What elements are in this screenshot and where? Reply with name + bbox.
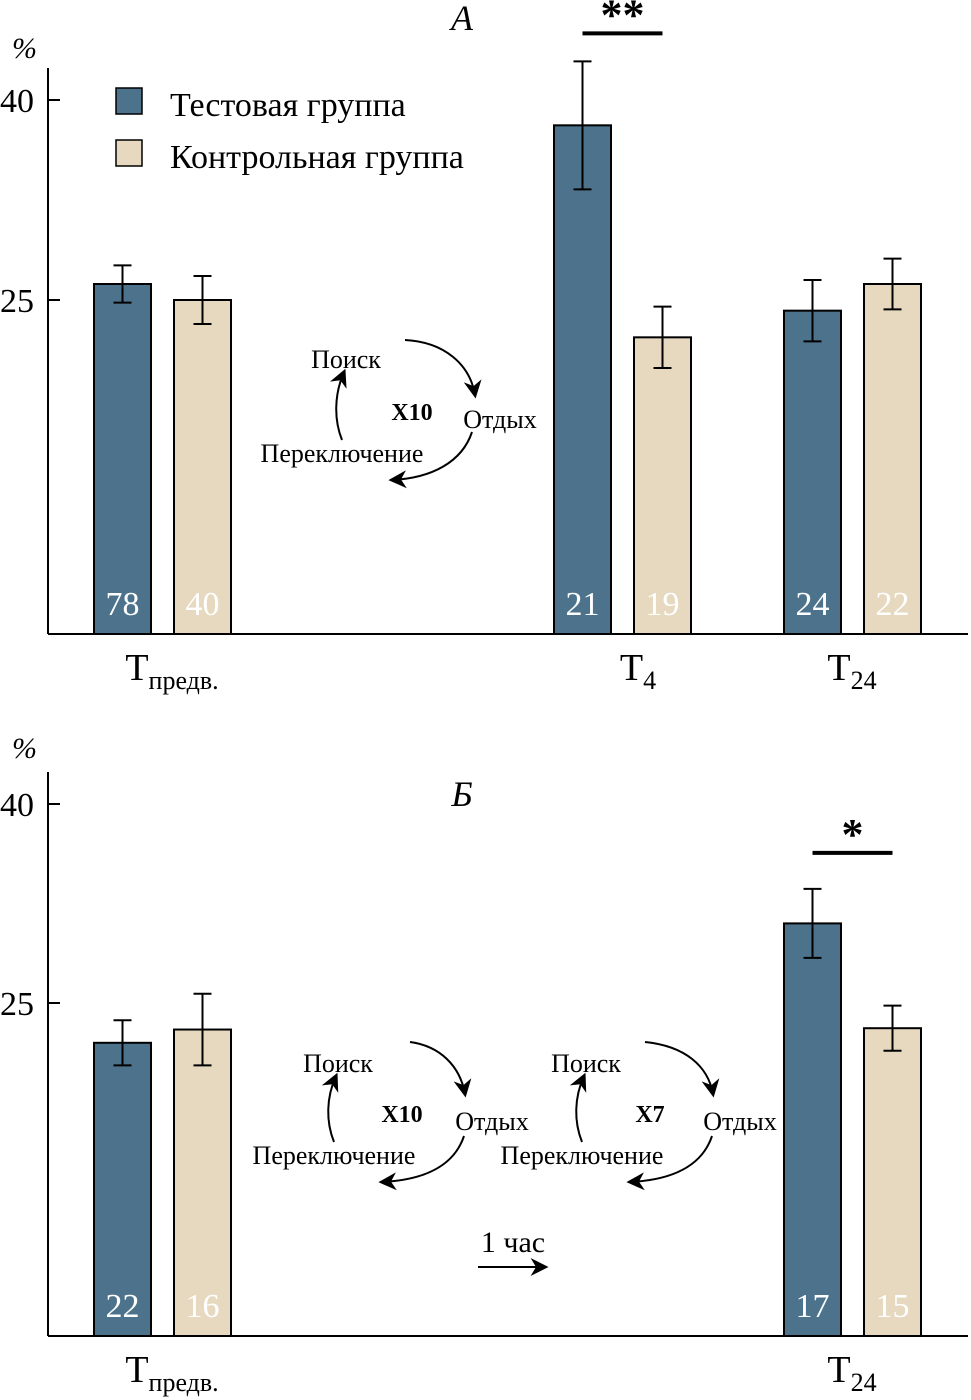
- cycle-switch-label: Переключение: [261, 439, 424, 468]
- bar-control: [863, 283, 922, 635]
- sample-size-label: 15: [876, 1288, 910, 1325]
- panel-b: % Б Поиск Отдых Переключение X10 Поиск О…: [0, 732, 968, 1397]
- x-category-label: Тпредв.: [125, 1349, 218, 1397]
- cycle-arrow-icon: [378, 1135, 465, 1191]
- panel-a: % А Тестовая группа Контрольная группа П…: [0, 0, 968, 695]
- legend: Тестовая группа Контрольная группа: [115, 87, 464, 176]
- cycle-arrow-icon: [388, 431, 473, 489]
- sample-size-label: 19: [646, 586, 680, 623]
- panel-title: Б: [450, 774, 472, 814]
- legend-label-control: Контрольная группа: [170, 139, 464, 176]
- cycle-arrow-icon: [569, 1072, 587, 1143]
- duration-label: 1 час: [481, 1226, 545, 1259]
- cycle-rest-label: Отдых: [703, 1107, 777, 1136]
- cycle-rest-label: Отдых: [455, 1107, 529, 1136]
- legend-swatch-test: [115, 87, 143, 115]
- cycle-arrow-icon: [330, 368, 347, 441]
- sample-size-label: 16: [186, 1288, 220, 1325]
- significance-label: *: [842, 810, 864, 859]
- x-category-label: Т24: [827, 1349, 876, 1397]
- y-tick-label: 40: [0, 787, 34, 824]
- cycle-arrow-icon: [644, 1041, 720, 1098]
- cycle-diagram: Поиск Отдых Переключение X7: [501, 1041, 777, 1191]
- bar-test: [783, 922, 842, 1338]
- bar-test: [93, 283, 152, 635]
- sample-size-label: 40: [186, 586, 220, 623]
- y-tick-label: 25: [0, 986, 34, 1023]
- cycle-multiplier: X10: [391, 400, 432, 426]
- bar-control: [173, 299, 232, 635]
- x-category-label: Т4: [620, 647, 656, 695]
- cycle-multiplier: X10: [381, 1102, 422, 1128]
- sample-size-label: 22: [106, 1288, 140, 1325]
- cycle-diagram: Поиск Отдых Переключение X10: [261, 339, 537, 489]
- cycle-search-label: Поиск: [311, 345, 381, 374]
- cycle-search-label: Поиск: [303, 1049, 373, 1078]
- cycle-arrow-icon: [321, 1072, 339, 1143]
- sample-size-label: 24: [796, 586, 830, 623]
- sample-size-label: 78: [106, 586, 140, 623]
- legend-label-test: Тестовая группа: [170, 87, 406, 124]
- panel-title: А: [449, 0, 474, 38]
- cycle-arrow-icon: [404, 339, 482, 399]
- y-unit-label: %: [12, 732, 37, 765]
- sample-size-label: 22: [876, 586, 910, 623]
- sample-size-label: 17: [796, 1288, 830, 1325]
- cycle-rest-label: Отдых: [463, 405, 537, 434]
- bar-control: [173, 1028, 232, 1337]
- x-category-label: Т24: [827, 647, 876, 695]
- bar-control: [863, 1027, 922, 1337]
- significance-label: **: [601, 0, 645, 39]
- x-category-label: Тпредв.: [125, 647, 218, 695]
- y-unit-label: %: [12, 32, 37, 65]
- y-tick-label: 25: [0, 283, 34, 320]
- sample-size-label: 21: [566, 586, 600, 623]
- cycle-search-label: Поиск: [551, 1049, 621, 1078]
- y-tick-label: 40: [0, 83, 34, 120]
- legend-swatch-control: [115, 139, 143, 167]
- cycle-diagram: Поиск Отдых Переключение X10: [253, 1041, 529, 1191]
- cycle-multiplier: X7: [635, 1102, 664, 1128]
- cycle-arrow-icon: [626, 1135, 713, 1191]
- cycle-arrow-icon: [409, 1041, 472, 1098]
- bar-test: [553, 124, 612, 635]
- cycle-switch-label: Переключение: [253, 1141, 416, 1170]
- cycle-switch-label: Переключение: [501, 1141, 664, 1170]
